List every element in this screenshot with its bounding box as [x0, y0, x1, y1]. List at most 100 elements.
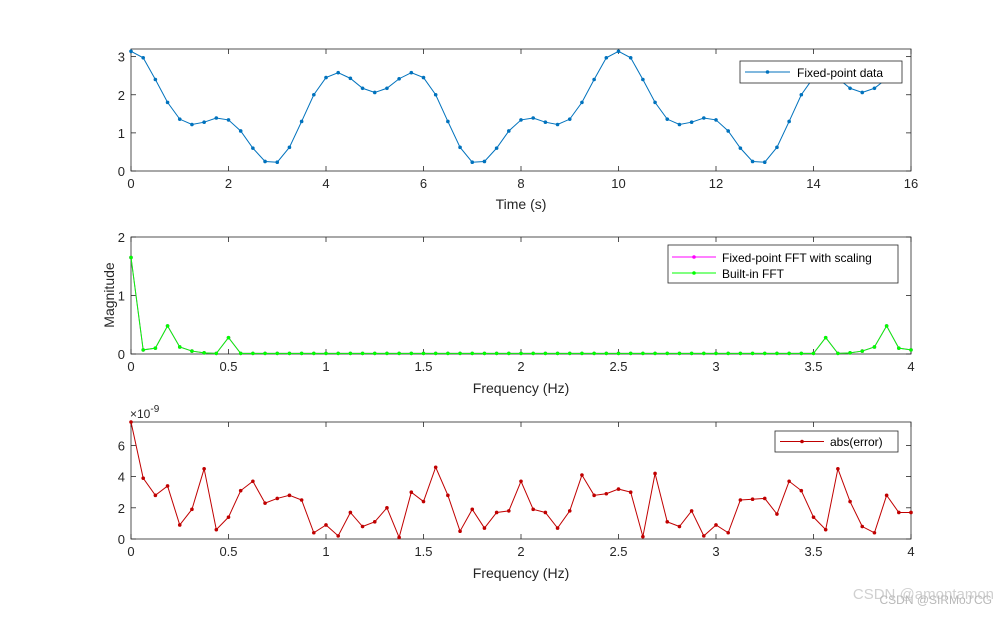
data-point-abs-error [689, 509, 694, 513]
data-point-fixed-point-data [799, 92, 804, 97]
data-point-fixed-point-data [665, 117, 670, 121]
data-point-built-in-fft [348, 351, 353, 356]
x-tick-label: 0.5 [219, 544, 237, 559]
series-line-fixed-point-data [130, 50, 900, 163]
data-point-fixed-point-data [177, 117, 182, 121]
data-point-fixed-point-data [190, 122, 194, 127]
data-point-fixed-point-data [226, 118, 231, 122]
legend-marker-fixed-point-fft [692, 255, 696, 259]
data-point-abs-error [299, 498, 304, 502]
data-point-fixed-point-data [616, 49, 621, 54]
data-point-abs-error [884, 493, 889, 498]
data-point-abs-error [214, 527, 219, 532]
legend-label-abs-error: abs(error) [830, 435, 883, 449]
y-axis-label-2: Magnitude [101, 262, 117, 328]
y-tick-label: 6 [118, 438, 125, 453]
data-point-fixed-point-data [848, 86, 852, 91]
data-point-abs-error [458, 529, 462, 533]
data-point-built-in-fft [433, 351, 438, 356]
watermark-text: CSDN @amontamon [852, 586, 994, 603]
data-point-fixed-point-data [641, 77, 645, 82]
data-point-abs-error [543, 510, 548, 515]
data-point-built-in-fft [153, 346, 158, 350]
data-point-built-in-fft [799, 351, 804, 356]
data-point-abs-error [433, 465, 438, 470]
data-point-fixed-point-data [543, 120, 548, 124]
legend-label-fixed-point-data: Fixed-point data [797, 66, 883, 80]
data-point-abs-error [421, 499, 426, 504]
data-point-abs-error [823, 527, 828, 532]
series-group-2 [129, 255, 913, 356]
data-point-abs-error [665, 520, 670, 524]
x-tick-label: 2 [517, 544, 524, 559]
x-tick-label: 6 [420, 176, 427, 191]
data-point-built-in-fft [238, 351, 243, 356]
x-tick-label: 12 [709, 176, 723, 191]
data-point-built-in-fft [677, 351, 682, 356]
data-point-built-in-fft [653, 351, 657, 356]
data-point-abs-error [153, 493, 158, 498]
legend-box-2 [667, 244, 899, 284]
data-point-fixed-point-data [446, 119, 450, 124]
data-point-built-in-fft [360, 351, 365, 356]
data-point-built-in-fft [555, 351, 560, 356]
axis-ticks-2: 0 0.5 1 1.5 2 2.5 3 3.5 4 0 1 2 [118, 230, 915, 374]
legend-3: abs(error) [774, 430, 899, 453]
x-tick-label: 1 [322, 544, 329, 559]
x-tick-label: 3 [712, 544, 719, 559]
legend-marker-fixed-point-data [765, 70, 770, 74]
data-point-built-in-fft [482, 351, 487, 356]
data-point-abs-error [775, 512, 779, 516]
y-tick-label: 2 [118, 230, 125, 245]
data-point-fixed-point-data [750, 159, 755, 164]
data-point-abs-error [251, 479, 255, 484]
data-point-abs-error [714, 523, 718, 527]
data-point-fixed-point-data [299, 119, 304, 124]
data-point-abs-error [312, 530, 316, 535]
data-point-fixed-point-data [153, 77, 158, 82]
data-point-built-in-fft [519, 351, 523, 356]
data-point-abs-error [348, 510, 353, 515]
data-point-abs-error [762, 496, 767, 501]
data-point-abs-error [628, 490, 633, 495]
data-point-fixed-point-data [360, 86, 365, 91]
data-point-abs-error [677, 524, 682, 529]
data-point-built-in-fft [884, 324, 889, 328]
data-point-built-in-fft [263, 351, 267, 356]
data-point-abs-error [324, 523, 328, 527]
data-point-built-in-fft [762, 351, 767, 356]
data-point-built-in-fft [811, 351, 816, 356]
data-point-built-in-fft [214, 351, 219, 356]
exponent-base: ×10 [130, 407, 151, 421]
data-point-built-in-fft [190, 349, 194, 353]
y-tick-label: 0 [118, 347, 125, 362]
data-point-fixed-point-data [628, 55, 633, 60]
data-point-built-in-fft [616, 351, 621, 356]
data-point-built-in-fft [665, 351, 670, 356]
watermark-text-secondary: CSDN @SIRMoJ'CG [879, 593, 992, 607]
data-point-abs-error [409, 490, 414, 495]
exponent-power: -9 [150, 404, 159, 415]
data-point-built-in-fft [714, 351, 718, 356]
data-point-built-in-fft [226, 335, 231, 340]
x-tick-label: 2 [225, 176, 232, 191]
data-point-abs-error [799, 488, 804, 493]
data-point-built-in-fft [397, 351, 401, 356]
data-point-fixed-point-data [409, 70, 414, 75]
x-tick-label: 2.5 [609, 544, 627, 559]
legend-2: Fixed-point FFT with scaling Built-in FF… [667, 244, 899, 284]
x-tick-label: 0 [127, 544, 134, 559]
data-point-abs-error [446, 493, 450, 498]
data-point-built-in-fft [787, 351, 791, 356]
data-point-abs-error [836, 467, 840, 471]
data-point-abs-error [860, 524, 865, 529]
data-point-abs-error [482, 526, 487, 530]
data-point-built-in-fft [641, 351, 645, 356]
data-point-fixed-point-data [202, 120, 206, 124]
data-point-built-in-fft [385, 351, 389, 356]
data-point-abs-error [275, 496, 280, 501]
y-tick-label: 1 [118, 126, 125, 141]
data-point-built-in-fft [299, 351, 304, 356]
data-point-abs-error [238, 488, 243, 493]
data-point-built-in-fft [580, 351, 584, 356]
